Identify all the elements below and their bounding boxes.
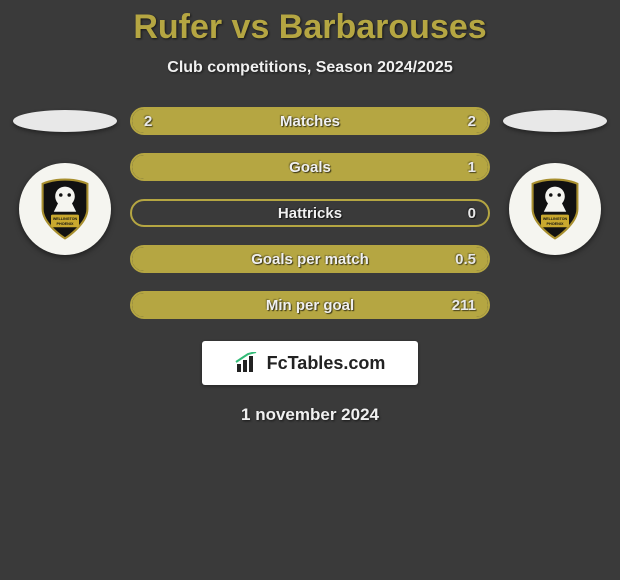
- comparison-widget: Rufer vs Barbarouses Club competitions, …: [0, 0, 620, 425]
- club-crest-icon: WELLINGTON PHOENIX: [520, 174, 590, 244]
- svg-text:WELLINGTON: WELLINGTON: [53, 217, 78, 221]
- stat-label: Goals per match: [132, 251, 488, 268]
- stat-label: Matches: [132, 113, 488, 130]
- branding-text: FcTables.com: [267, 353, 386, 374]
- player-left-marker: [13, 107, 117, 135]
- player-left-column: WELLINGTON PHOENIX: [10, 107, 120, 255]
- branding-badge[interactable]: FcTables.com: [202, 341, 418, 385]
- ellipse-icon: [13, 110, 117, 132]
- club-badge-right[interactable]: WELLINGTON PHOENIX: [509, 163, 601, 255]
- stat-row: Goals per match0.5: [130, 245, 490, 273]
- svg-text:PHOENIX: PHOENIX: [57, 222, 74, 226]
- comparison-row: WELLINGTON PHOENIX 2Matches2 Goals1 Hattri…: [0, 107, 620, 319]
- stat-label: Goals: [132, 159, 488, 176]
- club-crest-icon: WELLINGTON PHOENIX: [30, 174, 100, 244]
- stat-row: 2Matches2: [130, 107, 490, 135]
- svg-text:PHOENIX: PHOENIX: [547, 222, 564, 226]
- club-badge-left[interactable]: WELLINGTON PHOENIX: [19, 163, 111, 255]
- player-right-marker: [503, 107, 607, 135]
- stat-row: Min per goal211: [130, 291, 490, 319]
- svg-text:WELLINGTON: WELLINGTON: [543, 217, 568, 221]
- page-title: Rufer vs Barbarouses: [0, 8, 620, 47]
- stat-row: Goals1: [130, 153, 490, 181]
- ellipse-icon: [503, 110, 607, 132]
- bar-chart-icon: [235, 352, 261, 374]
- player-right-column: WELLINGTON PHOENIX: [500, 107, 610, 255]
- stat-label: Min per goal: [132, 297, 488, 314]
- stat-row: Hattricks0: [130, 199, 490, 227]
- stats-column: 2Matches2 Goals1 Hattricks0 Goals per match…: [130, 107, 490, 319]
- date-label: 1 november 2024: [0, 405, 620, 425]
- subtitle: Club competitions, Season 2024/2025: [0, 59, 620, 77]
- stat-label: Hattricks: [132, 205, 488, 222]
